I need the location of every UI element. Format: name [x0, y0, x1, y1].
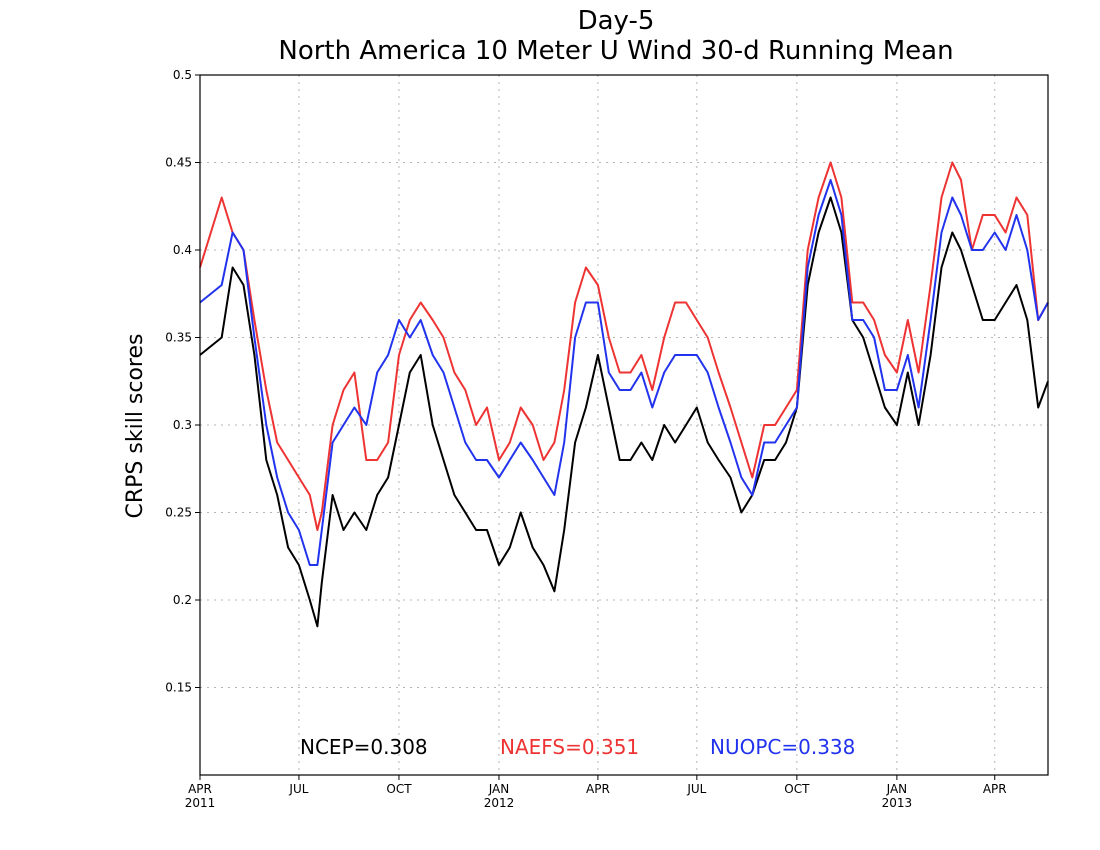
- naefs-mean-label: NAEFS=0.351: [500, 735, 639, 759]
- y-tick-label: 0.5: [173, 68, 192, 82]
- series-layer: [199, 161, 1049, 628]
- x-tick-year-label: 2012: [484, 796, 515, 810]
- y-tick-label: 0.35: [165, 331, 192, 345]
- x-tick-label: JAN: [488, 782, 510, 796]
- y-tick-label: 0.15: [165, 681, 192, 695]
- x-tick-label: JUL: [288, 782, 308, 796]
- chart-title: Day-5: [578, 6, 655, 36]
- chart-subtitle: North America 10 Meter U Wind 30-d Runni…: [278, 36, 953, 66]
- x-tick-label: APR: [983, 782, 1007, 796]
- y-tick-label: 0.4: [173, 243, 192, 257]
- y-tick-label: 0.3: [173, 418, 192, 432]
- x-tick-label: OCT: [784, 782, 810, 796]
- series-line-nuopc: [199, 179, 1049, 566]
- series-line-naefs: [199, 161, 1049, 531]
- plot-frame: [199, 74, 1049, 776]
- x-tick-year-label: 2013: [882, 796, 913, 810]
- y-tick-label: 0.45: [165, 156, 192, 170]
- series-line-ncep: [199, 196, 1049, 628]
- y-axis-label: CRPS skill scores: [123, 334, 148, 519]
- x-tick-label: APR: [586, 782, 610, 796]
- ncep-mean-label: NCEP=0.308: [300, 735, 428, 759]
- x-tick-label: APR: [188, 782, 212, 796]
- x-tick-label: JAN: [886, 782, 908, 796]
- x-tick-label: OCT: [386, 782, 412, 796]
- x-tick-year-label: 2011: [185, 796, 216, 810]
- nuopc-mean-label: NUOPC=0.338: [710, 735, 855, 759]
- x-tick-label: JUL: [686, 782, 706, 796]
- y-tick-label: 0.25: [165, 506, 192, 520]
- y-tick-label: 0.2: [173, 593, 192, 607]
